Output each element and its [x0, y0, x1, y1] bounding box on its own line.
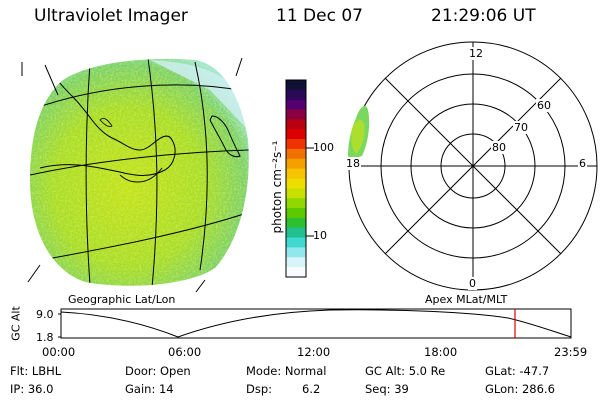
colorbar-cell: [286, 178, 306, 189]
orbit-ylabel: GC Alt: [9, 306, 23, 341]
orbit-plot-frame: [60, 308, 572, 339]
apex-label: Apex MLat/MLT: [425, 293, 508, 306]
colorbar-cell: [286, 267, 306, 278]
mlt-label-0: 0: [468, 277, 477, 290]
ip-info: IP: 36.0: [10, 382, 54, 396]
mode-info: Mode: Normal: [246, 364, 327, 378]
filter-info: Flt: LBHL: [10, 364, 62, 378]
colorbar-cell: [286, 129, 306, 140]
colorbar-cell: [286, 208, 306, 219]
colorbar-cell: [286, 119, 306, 130]
auroral-image: [30, 58, 249, 286]
mlat-label-70: 70: [513, 121, 529, 134]
colorbar-cell: [286, 109, 306, 120]
colorbar-cell: [286, 139, 306, 150]
colorbar-cell: [286, 148, 306, 160]
colorbar-cell: [286, 217, 306, 229]
orbit-xtick-0000: 00:00: [42, 345, 76, 359]
colorbar-cell: [286, 89, 306, 101]
orbit-xtick-1800: 18:00: [424, 345, 458, 359]
mlat-label-80: 80: [491, 141, 507, 154]
orbit-ytick-9: 9.0: [36, 308, 54, 321]
glon-info: GLon: 286.6: [485, 382, 555, 396]
orbit-xtick-1200: 12:00: [297, 345, 331, 359]
mlt-label-18: 18: [345, 157, 361, 170]
instrument-title: Ultraviolet Imager: [34, 6, 188, 26]
colorbar-cell: [286, 247, 306, 258]
glat-info: GLat: -47.7: [485, 364, 550, 378]
colorbar-cell: [286, 227, 306, 239]
door-info: Door: Open: [125, 364, 191, 378]
mlat-label-60: 60: [536, 99, 552, 112]
gain-info: Gain: 14: [125, 382, 174, 396]
orbit-xtick-0600: 06:00: [168, 345, 202, 359]
colorbar-tick-100: 100: [313, 141, 334, 154]
orbit-ytick-1-8: 1.8: [36, 331, 54, 344]
colorbar-cell: [286, 80, 306, 91]
observation-time: 21:29:06 UT: [431, 6, 536, 26]
mlt-label-12: 12: [468, 47, 484, 60]
colorbar-cell: [286, 237, 306, 249]
gc-alt-info: GC Alt: 5.0 Re: [365, 364, 446, 378]
observation-date: 11 Dec 07: [276, 6, 363, 26]
orbit-xtick-2359: 23:59: [554, 345, 588, 359]
seq-info: Seq: 39: [365, 382, 409, 396]
orbit-altitude-curve: [60, 309, 572, 338]
colorbar-cell: [286, 99, 306, 111]
colorbar-gradient: [286, 80, 306, 278]
colorbar-tick-10: 10: [313, 229, 327, 242]
mlt-label-6: 6: [578, 157, 587, 170]
colorbar-cell: [286, 168, 306, 180]
colorbar-cell: [286, 188, 306, 199]
colorbar-frame: [285, 79, 307, 278]
colorbar-cell: [286, 198, 306, 209]
geographic-label: Geographic Lat/Lon: [68, 293, 176, 306]
colorbar-cell: [286, 257, 306, 268]
dsp-info: Dsp:: [246, 382, 273, 396]
colorbar-cell: [286, 158, 306, 170]
dsp-value: 6.2: [302, 382, 321, 396]
